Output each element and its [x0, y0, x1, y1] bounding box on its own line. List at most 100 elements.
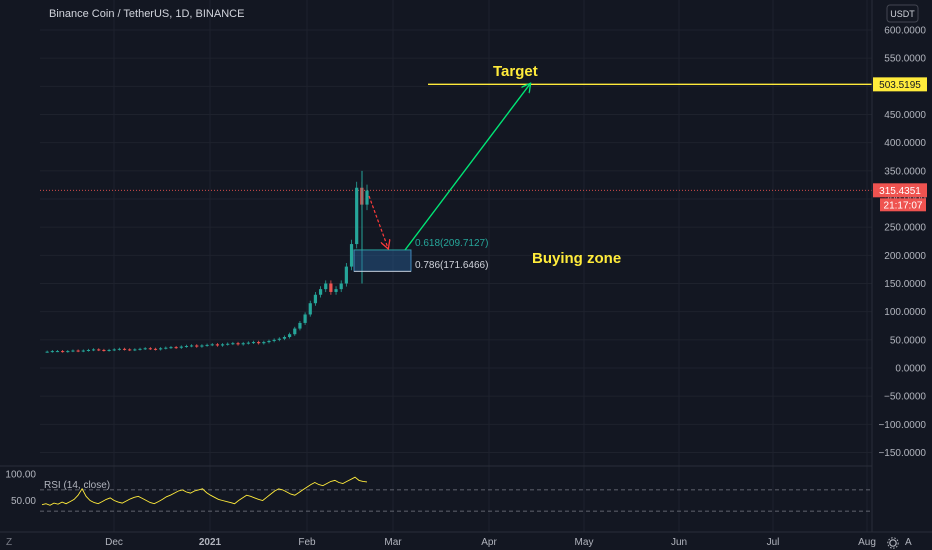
fib-zone[interactable] — [353, 249, 412, 272]
price-tick: 100.0000 — [884, 307, 926, 318]
candle-body — [159, 348, 163, 350]
candle-body — [148, 348, 152, 350]
candle-body — [128, 349, 132, 351]
candle-body — [324, 283, 328, 290]
rsi-label[interactable]: RSI (14, close) — [44, 480, 110, 491]
candle-body — [303, 314, 307, 323]
candle-body — [91, 349, 96, 351]
currency-button[interactable] — [886, 4, 919, 23]
candle-body — [138, 348, 142, 350]
symbol-title[interactable]: Binance Coin / TetherUS, 1D, BINANCE — [49, 8, 244, 20]
candle-body — [293, 328, 297, 335]
candle-body — [355, 187, 359, 245]
candle-body — [55, 351, 60, 353]
candle-body — [190, 345, 194, 347]
currency-label: USDT — [890, 9, 915, 19]
candle-body — [272, 339, 276, 341]
price-tick: 550.0000 — [884, 54, 926, 65]
candle-body — [277, 338, 281, 340]
price-tick: 600.0000 — [884, 26, 926, 37]
price-tick: 0.0000 — [895, 364, 926, 375]
fib-618-label: 0.618(209.7127) — [415, 238, 488, 249]
candle-body — [200, 345, 204, 347]
candle-body — [344, 266, 348, 284]
candle-body — [257, 342, 261, 344]
candle-body — [153, 348, 158, 350]
candle-body — [365, 190, 369, 205]
candle-body — [246, 342, 250, 344]
candle-body — [164, 347, 168, 349]
candle-body — [81, 350, 85, 352]
price-tick: −150.0000 — [878, 448, 926, 459]
countdown-text: 21:17:07 — [884, 200, 923, 211]
time-tick: Dec — [105, 537, 123, 548]
candle-body — [288, 334, 292, 338]
candle-body — [122, 348, 127, 350]
countdown-badge — [880, 198, 926, 212]
time-tick: May — [575, 537, 594, 548]
candle-body — [231, 343, 235, 345]
time-tick: Jul — [767, 537, 780, 548]
candle-body — [169, 347, 173, 349]
candle-body — [308, 303, 312, 315]
candle-body — [117, 348, 121, 350]
candle-body — [334, 289, 338, 292]
grid — [40, 0, 872, 532]
candle-body — [349, 244, 354, 267]
candle-body — [133, 349, 137, 351]
price-tick: 200.0000 — [884, 251, 926, 262]
candle-body — [251, 342, 256, 344]
candlestick-series — [45, 170, 369, 353]
candle-body — [205, 344, 209, 346]
price-tick: 250.0000 — [884, 223, 926, 234]
candle-body — [86, 349, 91, 351]
candle-body — [262, 342, 266, 344]
candle-body — [298, 322, 302, 329]
candle-body — [179, 346, 183, 348]
gear-icon[interactable] — [887, 537, 899, 549]
pullback-arrow[interactable] — [368, 195, 388, 248]
time-tick: Apr — [481, 537, 497, 548]
auto-scale-icon[interactable]: A — [905, 537, 912, 548]
price-tick: 400.0000 — [884, 138, 926, 149]
candle-body — [184, 346, 189, 348]
candle-body — [76, 350, 80, 352]
candle-body — [282, 337, 287, 339]
candle-body — [241, 343, 245, 345]
last-price-text: 315.4351 — [879, 186, 921, 197]
rsi-line — [41, 476, 368, 506]
zoom-icon[interactable]: Z — [6, 537, 12, 548]
candle-body — [220, 344, 225, 346]
target-price-badge — [873, 77, 927, 92]
candle-body — [267, 340, 271, 343]
candle-body — [210, 344, 214, 346]
target-label: Target — [493, 63, 538, 80]
price-tick: −100.0000 — [878, 420, 926, 431]
time-axis[interactable]: Dec 2021 Feb Mar Apr May Jun Jul Aug — [105, 537, 876, 548]
candle-body — [226, 343, 230, 345]
candle-body — [329, 283, 333, 292]
rsi-tick: 50.00 — [11, 496, 36, 507]
price-tick: 350.0000 — [884, 166, 926, 177]
time-tick: 2021 — [199, 537, 222, 548]
time-tick: Mar — [384, 537, 402, 548]
time-tick: Jun — [671, 537, 687, 548]
time-tick: Feb — [298, 537, 316, 548]
target-arrow[interactable] — [404, 84, 530, 251]
candle-body — [236, 343, 240, 345]
price-tick: −50.0000 — [884, 392, 926, 403]
candle-body — [71, 350, 75, 352]
rsi-tick: 100.00 — [5, 470, 36, 481]
target-price-text: 503.5195 — [879, 80, 921, 91]
candle-body — [339, 283, 343, 290]
price-tick: 150.0000 — [884, 279, 926, 290]
candle-body — [143, 348, 147, 350]
price-tick: 450.0000 — [884, 110, 926, 121]
candle-body — [313, 294, 318, 304]
buying-zone-label: Buying zone — [532, 250, 621, 267]
candle-body — [174, 347, 178, 349]
candle-body — [61, 351, 65, 353]
candle-body — [112, 349, 116, 351]
